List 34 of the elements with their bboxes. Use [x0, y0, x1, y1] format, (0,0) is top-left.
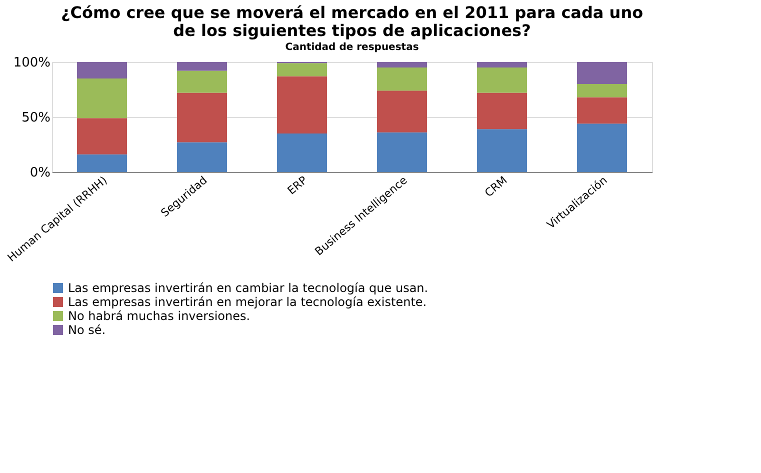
bar	[577, 84, 627, 98]
bar	[77, 118, 127, 154]
text: ¿Cómo cree que se moverá el mercado en el 2011 para cada uno	[60, 3, 644, 22]
bar	[477, 62, 527, 68]
text: de los siguientes tipos de aplicaciones?	[173, 21, 531, 40]
bar	[377, 90, 427, 132]
y-tick-label: 100%	[13, 56, 50, 70]
bar	[277, 63, 327, 76]
bar	[377, 62, 427, 68]
bar	[177, 62, 227, 71]
bar	[277, 76, 327, 134]
bar	[277, 134, 327, 172]
legend-label: Las empresas invertirán en cambiar la tecnología que usan.	[68, 281, 428, 295]
legend-label: No sé.	[68, 323, 106, 337]
bar	[577, 97, 627, 124]
bar	[177, 70, 227, 93]
bar	[477, 68, 527, 93]
bar	[577, 62, 627, 84]
bar	[377, 132, 427, 172]
y-tick-label: 50%	[22, 110, 50, 126]
x-tick-label: ERP	[285, 174, 310, 198]
bar	[77, 154, 127, 172]
bar	[177, 92, 227, 142]
bar	[77, 78, 127, 118]
bar	[477, 129, 527, 172]
bar	[377, 68, 427, 91]
bar	[77, 62, 127, 78]
bar	[177, 142, 227, 172]
y-tick-label: 0%	[30, 166, 50, 180]
chart-subtitle: Cantidad de respuestas	[285, 42, 419, 53]
legend-label: Las empresas invertirán en mejorar la tecnología existente.	[68, 295, 427, 309]
bar	[477, 92, 527, 130]
bar	[577, 124, 627, 172]
legend-label: No habrá muchas inversiones.	[68, 309, 250, 323]
